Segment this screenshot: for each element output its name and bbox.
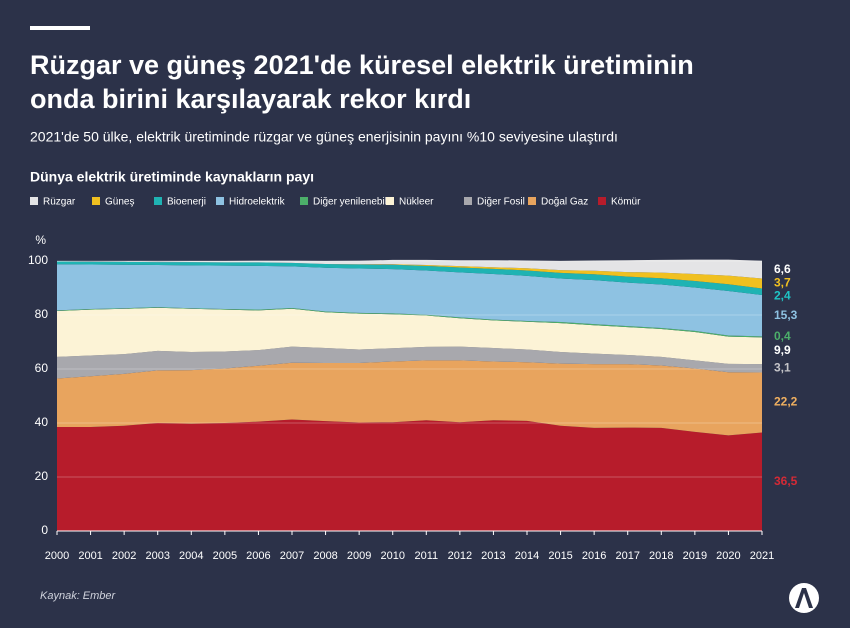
logo-mark	[795, 588, 813, 608]
legend-swatch	[528, 197, 536, 205]
x-tick-label: 2009	[347, 550, 371, 562]
logo-circle	[789, 583, 819, 613]
legend-swatch	[464, 197, 472, 205]
y-unit: %	[35, 233, 46, 247]
x-tick-label: 2020	[716, 550, 740, 562]
y-tick-label: 40	[35, 415, 49, 429]
area	[57, 259, 762, 279]
area	[57, 264, 762, 337]
legend-label: Kömür	[611, 197, 641, 208]
areas	[57, 259, 762, 531]
title-line: onda birini karşılayarak rekor kırdı	[30, 84, 471, 114]
title-line: Rüzgar ve güneş 2021'de küresel elektrik…	[30, 50, 694, 80]
source: Kaynak: Ember	[40, 590, 117, 602]
x-tick-label: 2003	[145, 550, 169, 562]
subtitle: 2021'de 50 ülke, elektrik üretiminde rüz…	[30, 129, 618, 145]
y-tick-label: 0	[41, 523, 48, 537]
x-tick-label: 2001	[78, 550, 102, 562]
x-tick-label: 2021	[750, 550, 774, 562]
y-tick-label: 60	[35, 361, 49, 375]
legend-swatch	[154, 197, 162, 205]
end-label: 2,4	[774, 289, 791, 303]
legend-swatch	[300, 197, 308, 205]
x-tick-label: 2008	[313, 550, 337, 562]
legend-swatch	[598, 197, 606, 205]
area	[57, 346, 762, 379]
legend-label: Diğer Fosil	[477, 197, 525, 208]
legend-label: Hidroelektrik	[229, 197, 286, 208]
end-label: 22,2	[774, 395, 798, 409]
legend-label: Doğal Gaz	[541, 197, 588, 208]
legend-label: Nükleer	[399, 197, 434, 208]
x-tick-label: 2004	[179, 550, 203, 562]
x-tick-label: 2013	[481, 550, 505, 562]
area	[57, 360, 762, 436]
x-tick-label: 2015	[548, 550, 572, 562]
x-tick-label: 2007	[280, 550, 304, 562]
legend-swatch	[92, 197, 100, 205]
accent-bar	[30, 26, 90, 30]
end-label: 3,1	[774, 360, 791, 374]
area	[57, 419, 762, 531]
area	[57, 261, 762, 289]
x-tick-label: 2019	[683, 550, 707, 562]
x-tick-label: 2017	[615, 550, 639, 562]
x-tick-label: 2018	[649, 550, 673, 562]
legend-label: Diğer yenilenebilir	[313, 197, 393, 208]
x-tick-label: 2010	[380, 550, 404, 562]
x-tick-label: 2006	[246, 550, 270, 562]
legend-label: Rüzgar	[43, 197, 76, 208]
end-label: 15,3	[774, 308, 798, 322]
legend-swatch	[386, 197, 394, 205]
legend-label: Bioenerji	[167, 197, 206, 208]
area	[57, 307, 762, 365]
end-label: 6,6	[774, 262, 791, 276]
end-label: 0,4	[774, 329, 791, 343]
end-label: 3,7	[774, 276, 791, 290]
legend-swatch	[216, 197, 224, 205]
x-tick-label: 2016	[582, 550, 606, 562]
y-tick-label: 100	[28, 253, 48, 267]
end-label: 9,9	[774, 343, 791, 357]
x-tick-label: 2002	[112, 550, 136, 562]
legend-label: Güneş	[105, 197, 134, 208]
y-tick-label: 20	[35, 469, 49, 483]
x-tick-label: 2011	[414, 550, 438, 562]
legend-swatch	[30, 197, 38, 205]
x-tick-label: 2000	[45, 550, 69, 562]
x-tick-label: 2012	[448, 550, 472, 562]
logo	[789, 583, 819, 613]
chart-title: Dünya elektrik üretiminde kaynakların pa…	[30, 169, 314, 185]
end-label: 36,5	[774, 474, 798, 488]
area	[57, 261, 762, 296]
x-tick-label: 2005	[213, 550, 237, 562]
x-tick-label: 2014	[515, 550, 539, 562]
y-tick-label: 80	[35, 307, 49, 321]
